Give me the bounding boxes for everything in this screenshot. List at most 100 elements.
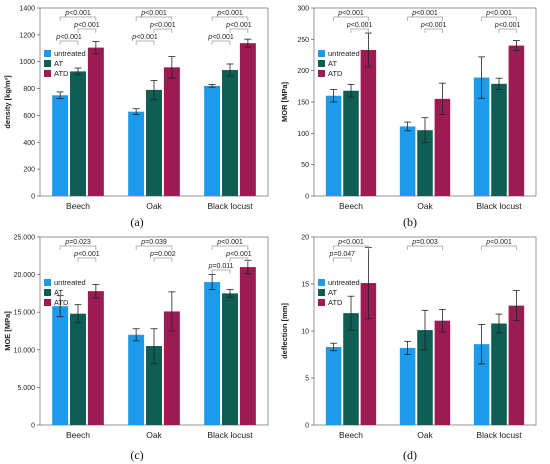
p-value-label: p=0.011 (208, 263, 234, 270)
significance-bracket (407, 245, 443, 250)
bar-untreated-black-locust (204, 85, 221, 196)
significance-bracket (333, 257, 352, 262)
x-category-label: Black locust (207, 201, 253, 211)
panel-label-d: (d) (403, 448, 417, 462)
significance-bracket (135, 16, 173, 21)
bar-untreated-oak (399, 347, 416, 425)
legend-label-at: AT (54, 59, 63, 68)
x-category-label: Black locust (476, 201, 522, 211)
y-tick-label: 20.000 (14, 272, 36, 279)
bar-atd-oak (434, 98, 451, 196)
y-tick-label: 5.000 (17, 385, 35, 392)
y-axis-label: MOE [MPa] (3, 311, 12, 351)
y-axis-label: deflection [mm] (280, 303, 289, 359)
bar-untreated-black-locust (473, 77, 490, 196)
legend-label-untreated: untreated (54, 278, 86, 287)
y-tick-label: 200 (23, 167, 35, 174)
y-tick-label: 400 (23, 140, 35, 147)
y-tick-label: 800 (23, 86, 35, 93)
chart-panel-d: 0 5 10 15 20 deflection [mm] Beech Oak Black loc… (280, 235, 537, 440)
bar-atd-beech (87, 47, 104, 196)
significance-bracket (59, 245, 97, 250)
legend-label-untreated: untreated (328, 278, 360, 287)
y-tick-label: 200 (297, 68, 309, 75)
p-value-label: p<0.001 (225, 251, 252, 258)
y-tick-label: 25.000 (14, 235, 36, 242)
bar-at-oak (146, 89, 162, 196)
p-value-label: p=0.047 (329, 251, 356, 258)
significance-bracket (481, 16, 517, 21)
bar-at-oak (146, 346, 162, 425)
p-value-label: p=0.002 (149, 251, 176, 258)
legend-swatch-untreated (318, 279, 325, 286)
bar-atd-oak (163, 67, 180, 197)
y-tick-label: 20 (301, 235, 309, 242)
significance-bracket (211, 16, 249, 21)
legend-label-untreated: untreated (54, 49, 86, 58)
p-value-label: p=0.039 (140, 239, 167, 246)
significance-bracket (59, 16, 97, 21)
p-value-label: p<0.001 (485, 10, 512, 17)
x-category-label: Black locust (476, 430, 522, 440)
legend-swatch-untreated (318, 50, 325, 57)
significance-bracket (153, 257, 173, 262)
y-tick-label: 1200 (19, 32, 35, 39)
legend-label-at: AT (328, 59, 337, 68)
y-tick-label: 250 (297, 37, 309, 44)
bar-at-beech (343, 313, 359, 425)
p-value-label: p<0.001 (73, 22, 100, 29)
p-value-label: p=0.023 (64, 239, 91, 246)
bar-untreated-beech (52, 306, 69, 425)
significance-bracket (333, 16, 369, 21)
y-tick-label: 0 (305, 194, 309, 201)
bar-atd-oak (434, 320, 451, 425)
legend-swatch-at (44, 289, 51, 296)
legend-swatch-atd (44, 299, 51, 306)
x-category-label: Oak (417, 430, 433, 440)
legend-swatch-at (44, 60, 51, 67)
y-tick-label: 15.000 (14, 310, 36, 317)
y-axis-label: density [kg/m³] (3, 75, 12, 129)
y-tick-label: 0 (31, 423, 35, 430)
legend-label-atd: ATD (54, 298, 69, 307)
legend-swatch-at (318, 289, 325, 296)
bar-untreated-beech (325, 95, 342, 196)
bar-at-oak (417, 330, 433, 425)
panel-label-b: (b) (403, 215, 417, 229)
p-value-label: p<0.001 (131, 34, 158, 41)
significance-bracket (211, 269, 231, 274)
significance-bracket (77, 28, 97, 33)
x-category-label: Beech (66, 201, 90, 211)
y-tick-label: 15 (301, 282, 309, 289)
legend-swatch-atd (318, 70, 325, 77)
y-tick-label: 1000 (19, 59, 35, 66)
legend-swatch-untreated (44, 279, 51, 286)
significance-bracket (135, 40, 155, 45)
y-tick-label: 10 (301, 329, 309, 336)
chart-panel-c: 0 5.000 10.000 15.000 20.000 25.000 MOE [MPa] B… (3, 235, 269, 440)
p-value-label: p<0.001 (494, 22, 521, 29)
legend-label-at: AT (328, 288, 337, 297)
significance-bracket (59, 40, 79, 45)
bar-untreated-oak (399, 126, 416, 196)
x-category-label: Beech (339, 201, 363, 211)
bar-atd-black-locust (239, 43, 256, 196)
p-value-label: p<0.001 (485, 239, 512, 246)
panel-label-c: (c) (130, 448, 143, 462)
chart-panel-b: 0 50 100 150 200 250 300 MOR [MPa] Beech Oak Black… (280, 6, 537, 211)
bar-at-beech (70, 71, 86, 196)
bar-untreated-oak (128, 334, 145, 425)
y-tick-label: 50 (301, 162, 309, 169)
legend-label-at: AT (54, 288, 63, 297)
significance-bracket (153, 28, 173, 33)
x-category-label: Oak (417, 201, 433, 211)
p-value-label: p<0.001 (64, 10, 91, 17)
significance-bracket (211, 40, 231, 45)
significance-bracket (229, 28, 249, 33)
significance-bracket (211, 245, 249, 250)
legend-label-atd: ATD (328, 298, 343, 307)
x-category-label: Oak (146, 201, 162, 211)
legend-label-untreated: untreated (328, 49, 360, 58)
bar-at-black-locust (222, 70, 238, 196)
